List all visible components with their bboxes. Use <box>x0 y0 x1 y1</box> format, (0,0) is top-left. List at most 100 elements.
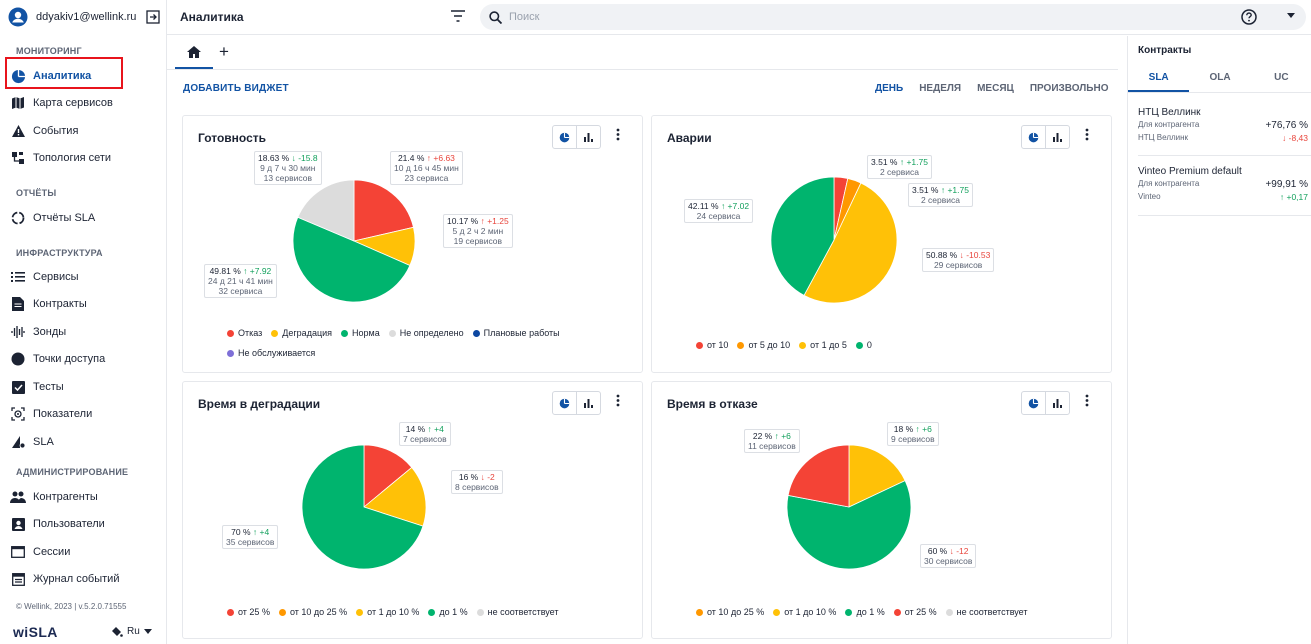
pie-view-button[interactable] <box>553 126 577 148</box>
legend-item[interactable]: не соответствует <box>476 607 559 617</box>
sidebar-item-events[interactable]: События <box>0 119 166 143</box>
bar-view-button[interactable] <box>577 392 600 414</box>
pie-slice[interactable] <box>363 444 413 508</box>
filter-icon[interactable] <box>451 10 465 22</box>
pie-slice[interactable] <box>297 179 355 242</box>
period-week[interactable]: НЕДЕЛЯ <box>919 83 962 94</box>
sidebar: ddyakiv1@wellink.ru МОНИТОРИНГ Аналитика… <box>0 0 167 644</box>
logout-icon[interactable] <box>146 10 160 24</box>
add-widget-button[interactable]: ДОБАВИТЬ ВИДЖЕТ <box>183 83 289 94</box>
paint-bucket-icon[interactable] <box>110 625 123 638</box>
more-options-icon[interactable] <box>1085 394 1089 407</box>
highlight-box <box>5 57 123 89</box>
counterparty-label: Для контрагента <box>1138 120 1200 129</box>
sidebar-item-topology[interactable]: Топология сети <box>0 146 166 170</box>
sidebar-item-users[interactable]: Пользователи <box>0 512 166 536</box>
add-tab-button[interactable]: + <box>219 42 229 61</box>
period-month[interactable]: МЕСЯЦ <box>977 83 1014 94</box>
pie-slice[interactable] <box>787 444 850 508</box>
waveform-icon <box>10 324 26 340</box>
pie-view-button[interactable] <box>1022 392 1046 414</box>
legend-item[interactable]: от 1 до 5 <box>799 340 847 350</box>
sidebar-item-label: Показатели <box>33 408 93 420</box>
legend-item[interactable]: Деградация <box>271 328 332 338</box>
pie-slice[interactable] <box>292 216 411 303</box>
sidebar-item-probes[interactable]: Зонды <box>0 320 166 344</box>
chevron-down-icon[interactable] <box>1287 13 1295 18</box>
tab-uc[interactable]: UC <box>1274 72 1289 83</box>
legend-item[interactable]: Не обслуживается <box>227 348 315 358</box>
legend-item[interactable]: до 1 % <box>845 607 885 617</box>
sidebar-item-tests[interactable]: Тесты <box>0 375 166 399</box>
checklist-icon <box>10 379 26 395</box>
tab-sla[interactable]: SLA <box>1128 64 1190 92</box>
legend-item[interactable]: 0 <box>855 340 872 350</box>
period-day[interactable]: ДЕНЬ <box>875 83 904 94</box>
pie-slice[interactable] <box>803 182 898 304</box>
sidebar-item-event-log[interactable]: Журнал событий <box>0 567 166 591</box>
avatar-icon[interactable] <box>8 7 28 27</box>
legend-item[interactable]: от 25 % <box>893 607 937 617</box>
pie-view-button[interactable] <box>553 392 577 414</box>
sidebar-item-sla-reports[interactable]: Отчёты SLA <box>0 206 166 230</box>
more-options-icon[interactable] <box>616 394 620 407</box>
legend-item[interactable]: от 1 до 10 % <box>356 607 419 617</box>
legend-item[interactable]: Отказ <box>227 328 262 338</box>
sidebar-item-counterparties[interactable]: Контрагенты <box>0 485 166 509</box>
pie-view-button[interactable] <box>1022 126 1046 148</box>
user-block: ddyakiv1@wellink.ru <box>8 7 160 27</box>
search-input[interactable] <box>509 11 1109 23</box>
sidebar-item-label: События <box>33 125 79 137</box>
help-icon[interactable] <box>1241 9 1257 25</box>
sidebar-item-services[interactable]: Сервисы <box>0 265 166 289</box>
more-options-icon[interactable] <box>616 128 620 141</box>
legend-item[interactable]: до 1 % <box>428 607 468 617</box>
legend-item[interactable]: Не определено <box>388 328 464 338</box>
pie-slice[interactable] <box>848 444 906 508</box>
legend-item[interactable]: от 10 <box>696 340 728 350</box>
more-options-icon[interactable] <box>1085 128 1089 141</box>
pie-slice[interactable] <box>363 466 427 527</box>
bar-view-button[interactable] <box>1046 126 1069 148</box>
legend-item[interactable]: от 5 до 10 <box>737 340 790 350</box>
legend-item[interactable]: от 10 до 25 % <box>696 607 764 617</box>
sidebar-item-sla[interactable]: SLA <box>0 430 166 454</box>
tab-ola[interactable]: OLA <box>1209 72 1231 83</box>
legend-item[interactable]: от 10 до 25 % <box>278 607 347 617</box>
slice-label: 3.51 % ↑ +1.75 2 сервиса <box>867 155 932 179</box>
bar-view-button[interactable] <box>577 126 600 148</box>
sidebar-item-access-points[interactable]: Точки доступа <box>0 347 166 371</box>
pie-chart <box>292 179 416 303</box>
pie-slice[interactable] <box>786 480 912 570</box>
contract-item[interactable]: НТЦ Веллинк Для контрагента +76,76 % НТЦ … <box>1138 107 1308 143</box>
legend-item[interactable]: Норма <box>341 328 380 338</box>
period-custom[interactable]: ПРОИЗВОЛЬНО <box>1029 83 1109 94</box>
pie-slice[interactable] <box>353 179 414 242</box>
language-selector[interactable]: Ru <box>110 625 152 638</box>
sidebar-item-sessions[interactable]: Сессии <box>0 540 166 564</box>
search-bar[interactable] <box>480 4 1306 30</box>
legend-item[interactable]: от 1 до 10 % <box>773 607 836 617</box>
home-icon <box>187 45 201 58</box>
sidebar-item-service-map[interactable]: Карта сервисов <box>0 91 166 115</box>
sidebar-item-label: Сессии <box>33 546 71 558</box>
sidebar-item-contracts[interactable]: Контракты <box>0 292 166 316</box>
contract-item[interactable]: Vinteo Premium default Для контрагента +9… <box>1138 166 1308 202</box>
contract-name: НТЦ Веллинк <box>1138 107 1201 118</box>
sidebar-item-analytics[interactable]: Аналитика <box>0 64 166 88</box>
sidebar-item-label: Зонды <box>33 326 67 338</box>
tab-home[interactable] <box>175 36 213 69</box>
sla-gear-icon <box>10 434 26 450</box>
legend-item[interactable]: не соответствует <box>945 607 1028 617</box>
bar-view-button[interactable] <box>1046 392 1069 414</box>
sidebar-item-metrics[interactable]: Показатели <box>0 402 166 426</box>
legend-item[interactable]: Плановые работы <box>472 328 560 338</box>
chart-legend: Отказ Деградация Норма Не определено Пла… <box>227 328 567 358</box>
target-icon <box>10 406 26 422</box>
widget-accidents: Аварии 3.51 % ↑ +1.75 2 сервиса 3.51 % ↑… <box>651 115 1112 373</box>
slice-label: 49.81 % ↑ +7.92 24 д 21 ч 41 мин 32 серв… <box>204 264 277 298</box>
contract-delta: ↓ -8,43 <box>1282 133 1308 143</box>
legend-item[interactable]: от 25 % <box>227 607 270 617</box>
pie-slice[interactable] <box>770 176 835 296</box>
pie-slice[interactable] <box>301 444 424 570</box>
